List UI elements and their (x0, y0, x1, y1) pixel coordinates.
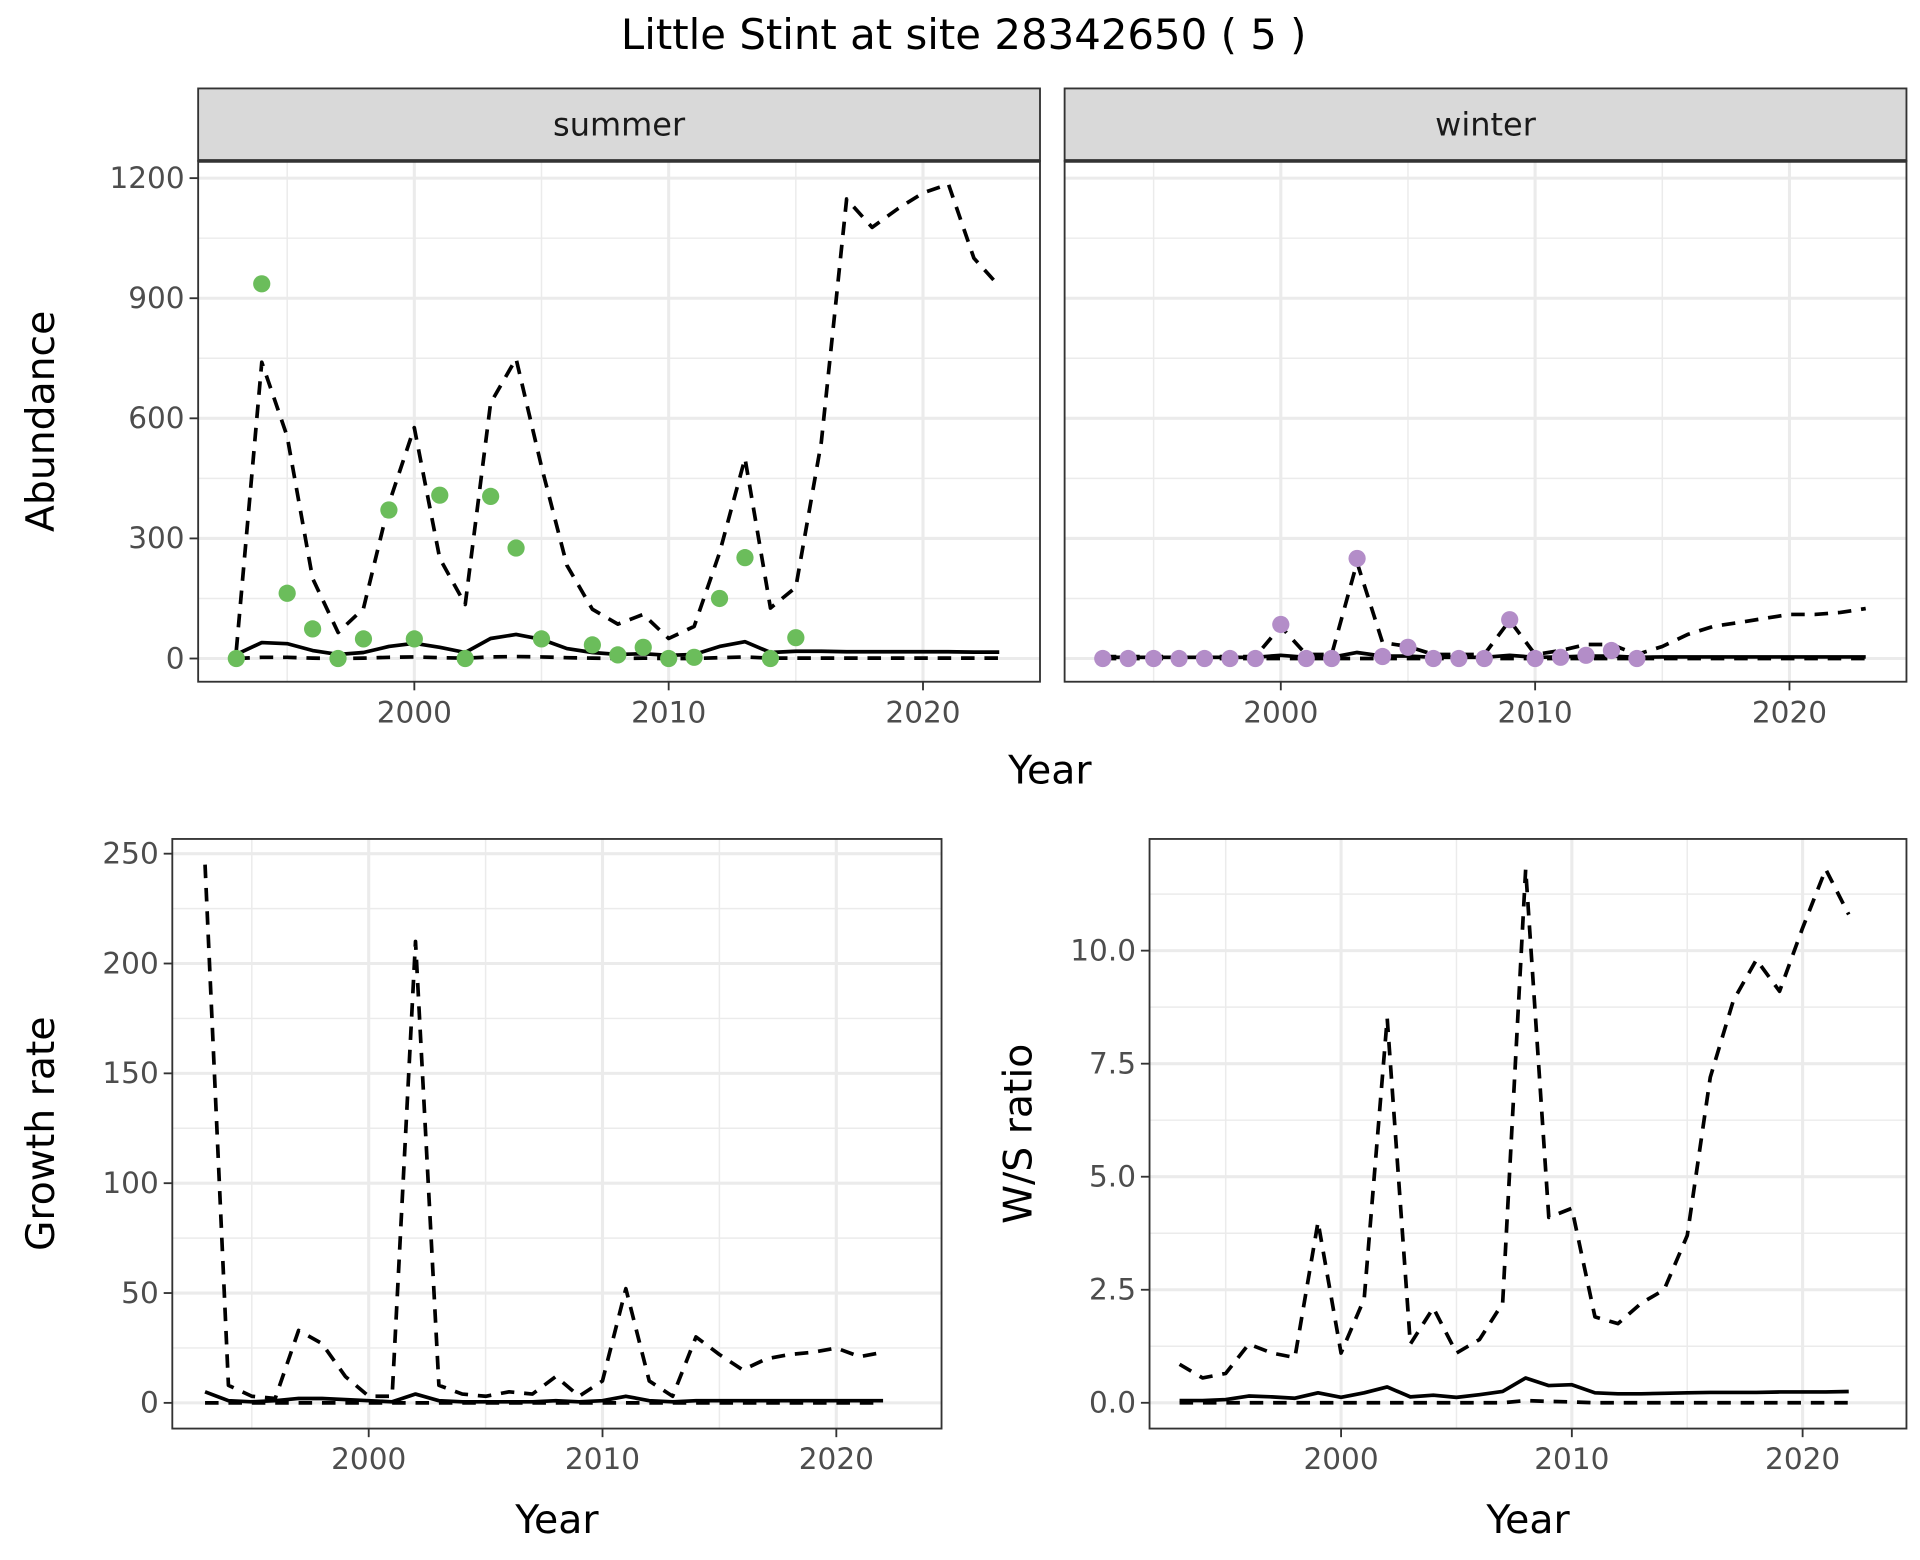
data-point (507, 539, 525, 557)
data-point (1297, 649, 1315, 668)
data-point (482, 487, 500, 505)
data-point (253, 275, 271, 293)
x-tick-label: 2020 (885, 695, 960, 729)
top-x-axis-title: Year (1007, 748, 1092, 794)
plot-background (1064, 160, 1907, 682)
y-tick-label: 900 (128, 281, 184, 315)
data-point (1323, 649, 1341, 668)
panel-growth: 2000 2010 2020 0 50 100 150 200 250 Growth rate Ye… (18, 837, 943, 1543)
data-point (329, 649, 347, 668)
x-tick-label: 2020 (799, 1442, 874, 1476)
data-point (634, 638, 652, 656)
x-tick-label: 2000 (331, 1442, 406, 1476)
plot-background (198, 160, 1041, 682)
data-point (303, 620, 322, 638)
facet-strip (1063, 87, 1908, 162)
series-line-upper (203, 864, 884, 1401)
data-point (710, 589, 729, 608)
data-point (1501, 611, 1519, 629)
y-tick-label: 0.0 (1089, 1386, 1136, 1420)
data-point (1526, 649, 1544, 668)
data-point (1348, 549, 1366, 568)
data-point (456, 649, 474, 668)
chart-title: Little Stint at site 28342650 ( 5 ) (621, 10, 1307, 59)
y-tick-label: 5.0 (1089, 1160, 1136, 1194)
y-tick-label: 250 (102, 837, 158, 871)
x-tick-label: 2020 (1752, 695, 1827, 729)
y-tick-label: 300 (128, 521, 184, 555)
data-point (1602, 641, 1621, 660)
x-tick-label: 2010 (565, 1442, 640, 1476)
data-point (532, 630, 551, 648)
plot-background (172, 838, 942, 1429)
data-point (1373, 647, 1392, 666)
y-axis-title: W/S ratio (995, 1044, 1041, 1224)
data-point (1272, 615, 1290, 634)
data-point (1424, 649, 1443, 668)
series-line-mean (1179, 1376, 1849, 1403)
data-point (405, 630, 423, 648)
y-axis-title: Growth rate (18, 1017, 64, 1252)
data-point (1628, 649, 1646, 668)
plot-background (1149, 838, 1907, 1429)
panel-border (171, 838, 943, 1430)
data-point (380, 501, 398, 519)
data-point (609, 646, 627, 664)
panel-winter: winter 2000 2010 2020 (1063, 87, 1908, 729)
data-point (1577, 646, 1595, 664)
y-tick-label: 1200 (109, 161, 184, 195)
x-tick-label: 2000 (1243, 695, 1318, 729)
data-point (431, 486, 449, 504)
panel-border (1148, 838, 1908, 1430)
data-point (1170, 649, 1188, 668)
data-point (660, 649, 678, 668)
data-point (1246, 649, 1264, 668)
x-tick-label: 2000 (1304, 1442, 1379, 1476)
data-point (685, 648, 703, 666)
y-tick-label: 150 (102, 1056, 158, 1090)
x-axis-title: Year (514, 1497, 599, 1543)
data-point (1145, 649, 1163, 668)
x-tick-label: 2010 (1498, 695, 1573, 729)
data-point (1119, 649, 1137, 668)
data-point (787, 629, 805, 647)
data-point (1399, 638, 1417, 656)
y-tick-label: 600 (128, 401, 184, 435)
data-point (227, 649, 245, 668)
x-tick-label: 2010 (1534, 1442, 1609, 1476)
y-tick-label: 50 (121, 1276, 159, 1310)
x-axis-title: Year (1485, 1497, 1570, 1543)
x-tick-label: 2010 (631, 695, 706, 729)
data-point (1551, 648, 1570, 666)
y-tick-label: 10.0 (1070, 933, 1136, 967)
x-tick-label: 2000 (377, 695, 452, 729)
data-point (1221, 649, 1239, 668)
y-tick-label: 0 (140, 1386, 159, 1420)
series-line-upper (234, 182, 1001, 651)
y-tick-label: 2.5 (1089, 1273, 1136, 1307)
data-point (761, 649, 780, 668)
series-line-upper (1178, 867, 1851, 1380)
x-tick-label: 2020 (1765, 1442, 1840, 1476)
data-point (354, 630, 373, 648)
y-tick-label: 100 (102, 1166, 158, 1200)
series-line-lower (1179, 1398, 1849, 1405)
panel-ws_ratio: 2000 2010 2020 0.0 2.5 5.0 7.5 10.0 W/S ratio Yea… (995, 838, 1908, 1543)
data-point (1450, 649, 1468, 668)
data-point (1195, 649, 1214, 668)
facet-strip-label-winter: winter (1435, 106, 1537, 144)
data-point (1094, 649, 1112, 668)
y-tick-label: 0 (166, 641, 185, 675)
panel-summer: summer 2000 2010 2020 0 300 600 900 1200 Abundanc… (18, 87, 1041, 729)
y-tick-label: 200 (102, 946, 158, 980)
facet-strip-label-summer: summer (553, 106, 686, 144)
data-point (1475, 649, 1493, 668)
data-point (736, 549, 754, 567)
data-point (278, 584, 296, 602)
y-tick-label: 7.5 (1089, 1047, 1136, 1081)
y-axis-title: Abundance (18, 311, 64, 532)
data-point (583, 636, 601, 654)
